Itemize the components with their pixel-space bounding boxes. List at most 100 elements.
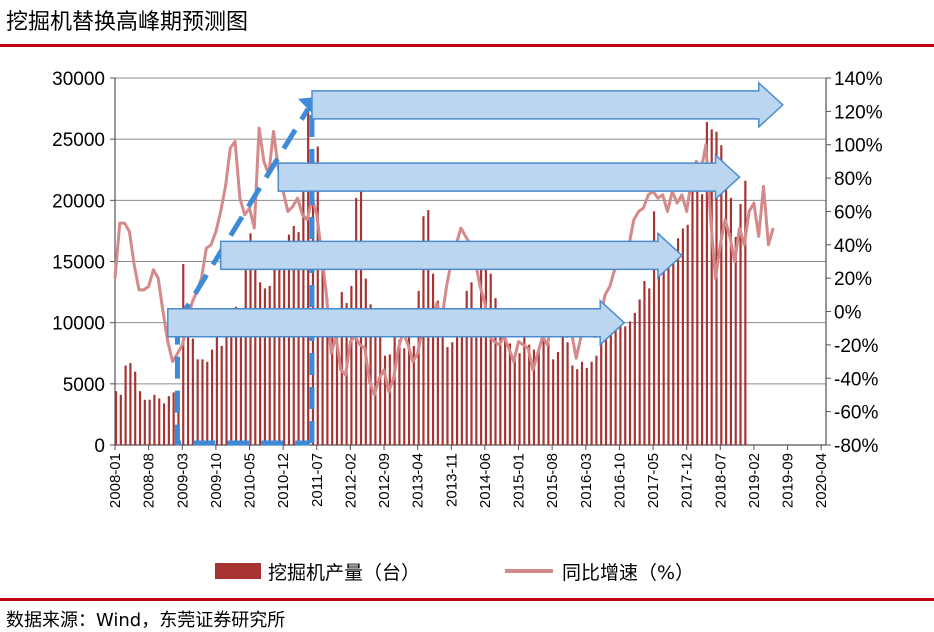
bar xyxy=(470,282,473,445)
bar xyxy=(701,194,704,445)
bar xyxy=(177,402,180,445)
bar xyxy=(662,256,665,445)
bar xyxy=(134,371,137,445)
bar xyxy=(686,224,689,445)
block-arrow xyxy=(219,231,684,280)
bar xyxy=(628,321,632,445)
bar xyxy=(249,233,252,445)
bar xyxy=(436,300,439,445)
bar xyxy=(244,240,247,445)
bar xyxy=(532,349,536,445)
y-left-tick-label: 0 xyxy=(94,436,105,457)
bar xyxy=(331,322,334,445)
x-tick-label: 2009-10 xyxy=(208,453,225,508)
bar xyxy=(638,299,641,445)
y-right-tick-label: 60% xyxy=(834,202,872,223)
bar xyxy=(609,312,612,445)
y-right-tick-label: 100% xyxy=(834,136,883,157)
y-right-tick-label: -80% xyxy=(834,436,878,457)
growth-line xyxy=(113,126,775,397)
bar xyxy=(162,403,166,445)
bar xyxy=(576,369,579,445)
bar xyxy=(138,391,142,445)
bar xyxy=(307,108,310,445)
bar xyxy=(691,186,694,446)
bar xyxy=(268,285,271,445)
x-tick-label: 2018-07 xyxy=(712,453,729,508)
bar xyxy=(513,358,516,445)
bar xyxy=(283,243,286,445)
x-tick-label: 2010-12 xyxy=(275,453,292,508)
dashed-diagonal xyxy=(175,107,311,324)
bar xyxy=(734,237,737,445)
bar xyxy=(407,334,411,445)
bar xyxy=(201,359,204,445)
bar xyxy=(729,197,732,445)
bar xyxy=(153,394,156,445)
bar xyxy=(561,312,564,445)
bar xyxy=(143,399,146,445)
bar xyxy=(335,316,339,445)
y-right-tick-label: -40% xyxy=(834,369,878,390)
bar xyxy=(263,288,267,445)
bar xyxy=(508,343,512,445)
page-title: 挖掘机替换高峰期预测图 xyxy=(6,10,249,35)
x-tick-label: 2016-10 xyxy=(611,453,628,508)
bar xyxy=(499,333,502,445)
bar xyxy=(720,145,723,446)
bar xyxy=(484,263,487,445)
x-tick-label: 2014-06 xyxy=(477,453,494,508)
bar xyxy=(191,338,194,445)
bar xyxy=(652,211,656,445)
y-right-tick-label: 20% xyxy=(834,269,872,290)
bar xyxy=(186,320,190,445)
bar xyxy=(321,249,324,445)
bar xyxy=(273,262,276,445)
bar xyxy=(657,233,660,445)
x-tick-label: 2012-02 xyxy=(342,453,359,508)
bar xyxy=(215,331,218,445)
bar xyxy=(446,347,449,445)
bar xyxy=(124,365,127,445)
bar xyxy=(696,164,699,445)
bar xyxy=(537,350,540,445)
bar xyxy=(114,391,118,445)
y-left-tick-label: 25000 xyxy=(52,130,105,151)
bar xyxy=(480,268,483,445)
bar xyxy=(431,273,435,445)
block-arrow xyxy=(277,153,741,201)
bar xyxy=(287,234,291,445)
bar xyxy=(744,180,747,445)
x-tick-label: 2010-05 xyxy=(242,453,259,508)
y-left-tick-label: 5000 xyxy=(63,375,105,396)
bar xyxy=(619,325,622,445)
bar xyxy=(383,355,387,445)
y-right-tick-label: -20% xyxy=(834,336,878,357)
bar xyxy=(278,246,281,445)
bar xyxy=(504,327,507,445)
bar xyxy=(196,359,199,445)
x-tick-label: 2015-08 xyxy=(544,453,561,508)
bar xyxy=(566,342,569,445)
x-tick-label: 2008-01 xyxy=(107,453,124,508)
bar xyxy=(148,399,151,445)
bar xyxy=(672,254,675,445)
bar xyxy=(710,129,713,445)
bar xyxy=(643,281,646,445)
bar xyxy=(604,312,608,445)
bar xyxy=(316,146,319,446)
bar xyxy=(379,336,382,445)
bar xyxy=(451,342,454,445)
bar xyxy=(590,361,593,445)
bar xyxy=(412,345,415,445)
bar xyxy=(681,228,684,445)
bar xyxy=(225,321,228,445)
bar xyxy=(556,352,560,445)
y-left-tick-label: 15000 xyxy=(52,253,105,274)
bar xyxy=(417,290,420,445)
y-right-tick-label: 40% xyxy=(834,236,872,257)
header-divider xyxy=(0,44,934,47)
x-tick-label: 2008-08 xyxy=(141,453,158,508)
bar xyxy=(595,355,598,445)
y-right-tick-label: 120% xyxy=(834,102,883,123)
